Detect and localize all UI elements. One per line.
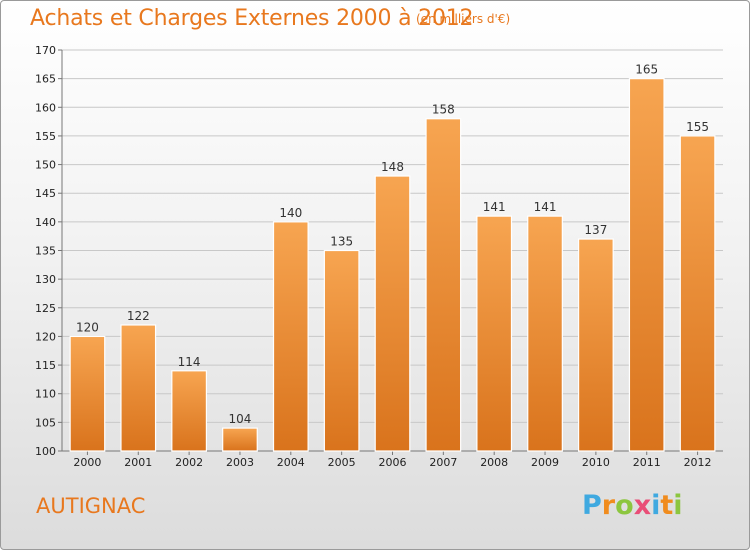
logo-letter: r xyxy=(601,490,616,521)
data-label: 114 xyxy=(178,355,201,369)
bars xyxy=(69,78,716,452)
bar xyxy=(527,215,563,452)
y-tick-label: 120 xyxy=(35,330,56,343)
y-tick-label: 100 xyxy=(35,445,56,458)
data-label: 137 xyxy=(584,223,607,237)
y-tick-label: 115 xyxy=(35,359,56,372)
bar xyxy=(323,249,360,452)
bar xyxy=(69,335,106,452)
bar xyxy=(679,135,716,452)
y-tick-label: 155 xyxy=(35,130,56,143)
town-name: AUTIGNAC xyxy=(36,494,146,518)
logo-letter: P xyxy=(582,490,602,521)
y-tick-label: 110 xyxy=(35,388,56,401)
bar xyxy=(425,118,462,452)
bar xyxy=(171,370,208,452)
bar xyxy=(222,427,258,452)
x-tick-label: 2012 xyxy=(684,456,712,469)
bar xyxy=(628,78,665,452)
y-tick-label: 140 xyxy=(35,216,56,229)
data-labels: 120 122 114 104 140 135 148 158 141 141 137 165 155 xyxy=(76,63,709,426)
logo-letter: t xyxy=(660,490,674,521)
y-tick-label: 105 xyxy=(35,416,56,429)
x-tick-label: 2009 xyxy=(531,456,559,469)
bar xyxy=(120,324,157,452)
data-label: 165 xyxy=(635,63,658,77)
logo-letter: o xyxy=(615,490,634,521)
x-tick-label: 2011 xyxy=(633,456,661,469)
y-tick-label: 150 xyxy=(35,159,56,172)
x-tick-label: 2003 xyxy=(226,456,254,469)
chart-title: Achats et Charges Externes 2000 à 2012 xyxy=(30,6,474,31)
data-label: 135 xyxy=(330,235,353,249)
x-tick-label: 2001 xyxy=(124,456,152,469)
y-tick-label: 125 xyxy=(35,302,56,315)
chart-subtitle: (en milliers d'€) xyxy=(416,12,511,26)
y-tick-label: 135 xyxy=(35,245,56,258)
data-label: 155 xyxy=(686,120,709,134)
proxiti-logo[interactable]: Proxiti xyxy=(582,490,683,521)
x-tick-label: 2005 xyxy=(328,456,356,469)
data-label: 148 xyxy=(381,160,404,174)
data-label: 141 xyxy=(483,200,506,214)
logo-letter: i xyxy=(673,490,683,521)
axes: 100 105 110 115 120 125 130 135 140 145 150 155 160 1… xyxy=(35,44,723,469)
x-tick-label: 2006 xyxy=(379,456,407,469)
y-tick-label: 145 xyxy=(35,187,56,200)
logo-letter: x xyxy=(633,490,652,521)
bar xyxy=(476,215,513,452)
data-label: 140 xyxy=(279,206,302,220)
x-tick-label: 2002 xyxy=(175,456,203,469)
data-label: 158 xyxy=(432,103,455,117)
x-tick-label: 2010 xyxy=(582,456,610,469)
bar xyxy=(374,175,411,452)
y-tick-label: 160 xyxy=(35,101,56,114)
data-label: 104 xyxy=(229,412,252,426)
logo-letter: i xyxy=(651,490,661,521)
y-tick-label: 130 xyxy=(35,273,56,286)
x-tick-label: 2000 xyxy=(73,456,101,469)
bar xyxy=(577,238,614,452)
data-label: 120 xyxy=(76,320,99,334)
data-label: 122 xyxy=(127,309,150,323)
data-label: 141 xyxy=(534,200,557,214)
x-tick-label: 2004 xyxy=(277,456,305,469)
y-tick-label: 170 xyxy=(35,44,56,57)
x-tick-label: 2008 xyxy=(480,456,508,469)
x-tick-label: 2007 xyxy=(429,456,457,469)
y-tick-label: 165 xyxy=(35,73,56,86)
bar xyxy=(272,221,309,452)
